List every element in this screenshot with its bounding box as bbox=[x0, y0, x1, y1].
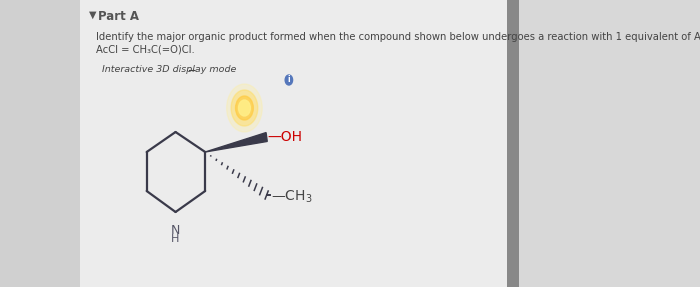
Circle shape bbox=[285, 75, 293, 85]
Bar bbox=[508, 0, 519, 287]
Polygon shape bbox=[205, 133, 267, 152]
Text: —OH: —OH bbox=[267, 130, 302, 144]
Circle shape bbox=[239, 100, 251, 116]
Text: N: N bbox=[171, 224, 180, 237]
Text: Interactive 3D display mode: Interactive 3D display mode bbox=[102, 65, 237, 74]
Bar bbox=[0, 0, 80, 287]
Text: Part A: Part A bbox=[98, 10, 139, 23]
Circle shape bbox=[227, 84, 262, 132]
Text: —CH$_3$: —CH$_3$ bbox=[271, 189, 313, 205]
Text: Identify the major organic product formed when the compound shown below undergoe: Identify the major organic product forme… bbox=[97, 32, 700, 42]
Text: i: i bbox=[288, 75, 290, 84]
Circle shape bbox=[231, 90, 258, 126]
Text: H: H bbox=[172, 234, 180, 244]
Text: ▼: ▼ bbox=[89, 10, 97, 20]
Text: AcCl = CH₃C(=O)Cl.: AcCl = CH₃C(=O)Cl. bbox=[97, 44, 195, 54]
Circle shape bbox=[235, 96, 253, 120]
Bar bbox=[80, 0, 508, 287]
